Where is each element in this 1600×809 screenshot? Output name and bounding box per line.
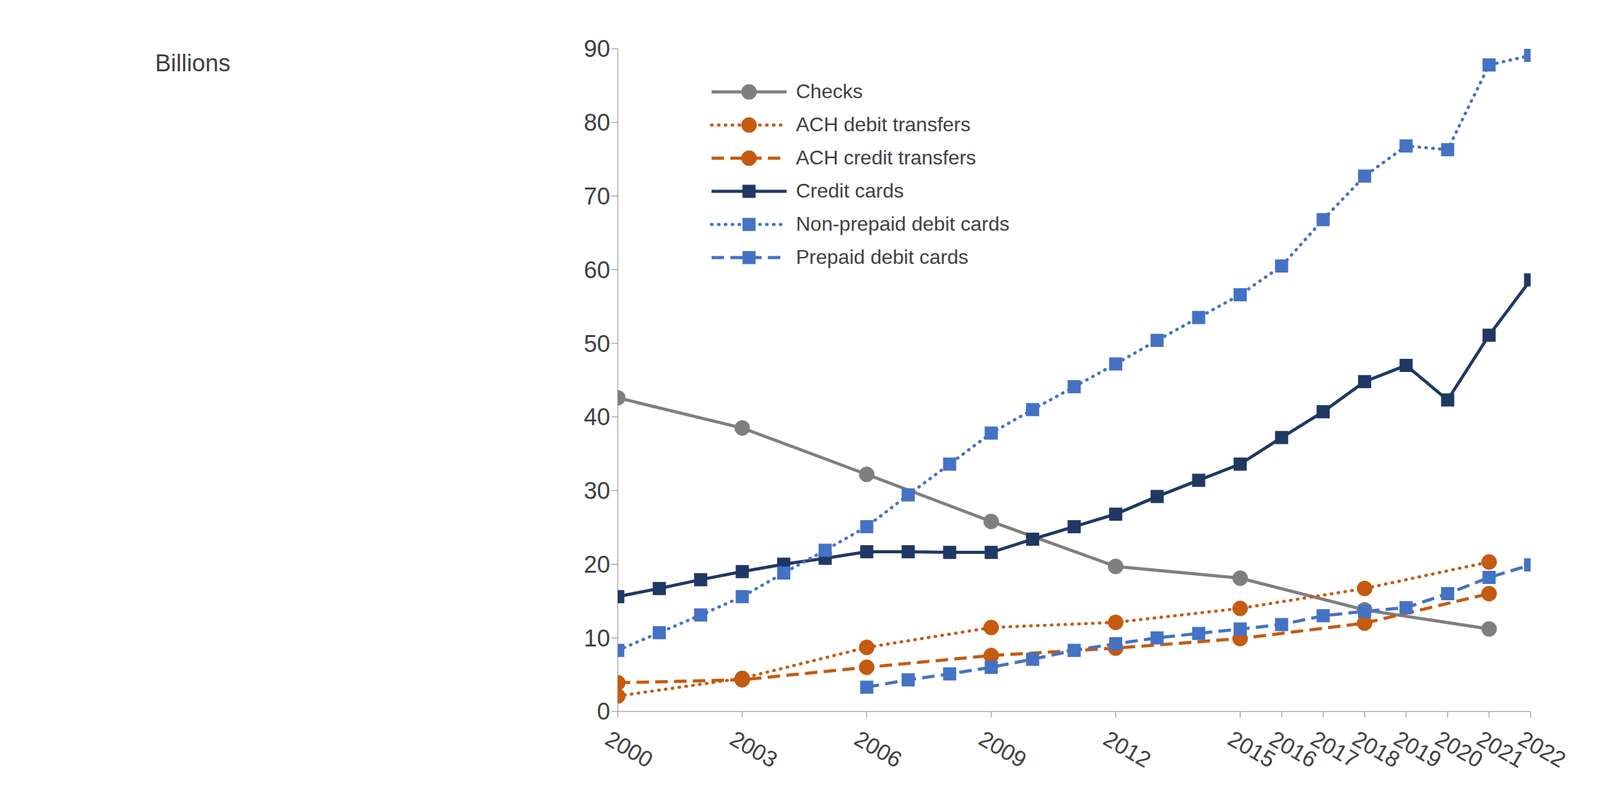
html-text:Prepaid debit cards: Prepaid debit cards <box>795 245 969 269</box>
svg-text:2020: 2020 <box>1431 725 1488 773</box>
svg-text:2003: 2003 <box>725 725 783 773</box>
html-text:Checks: Checks <box>795 80 863 103</box>
svg-text:2000: 2000 <box>601 725 658 773</box>
svg-text:2017: 2017 <box>1306 725 1363 773</box>
svg-text:70: 70 <box>583 183 611 210</box>
html-text:Non-prepaid debit cards: Non-prepaid debit cards <box>795 212 1010 236</box>
svg-text:2006: 2006 <box>850 725 907 773</box>
svg-text:2016: 2016 <box>1265 725 1322 773</box>
svg-text:2018: 2018 <box>1348 725 1405 773</box>
svg-text:2021: 2021 <box>1472 725 1529 773</box>
svg-text:80: 80 <box>583 109 611 136</box>
svg-text:90: 90 <box>583 35 611 62</box>
svg-text:2009: 2009 <box>974 725 1032 773</box>
html-text:ACH debit transfers: ACH debit transfers <box>795 113 971 136</box>
svg-text:10: 10 <box>583 625 611 652</box>
svg-text:2022: 2022 <box>1514 725 1571 773</box>
svg-text:50: 50 <box>583 330 611 358</box>
html-text:Billions: Billions <box>155 50 231 77</box>
svg-text:2019: 2019 <box>1389 725 1446 773</box>
svg-text:2015: 2015 <box>1223 725 1280 773</box>
svg-text:30: 30 <box>583 477 611 504</box>
svg-text:0: 0 <box>597 698 611 725</box>
svg-text:40: 40 <box>583 403 611 431</box>
html-text:ACH credit transfers: ACH credit transfers <box>795 146 977 169</box>
svg-text:20: 20 <box>583 551 611 578</box>
svg-text:2012: 2012 <box>1099 725 1156 773</box>
svg-text:60: 60 <box>583 256 611 284</box>
html-text:Credit cards: Credit cards <box>795 179 904 202</box>
